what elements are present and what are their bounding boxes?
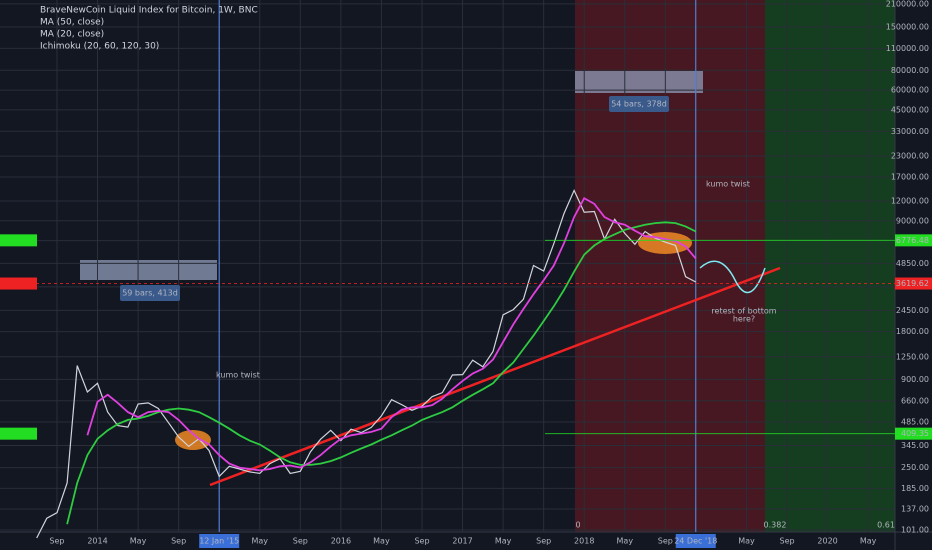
annotation: 0 [575, 521, 580, 530]
series-line [86, 196, 697, 472]
range-box [575, 71, 703, 93]
y-tick-label: 33000.00 [891, 127, 929, 136]
annotation-bg [609, 96, 669, 112]
x-tick-label: May [495, 537, 512, 546]
x-tick-label: 2018 [574, 537, 594, 546]
x-tick-label: 2020 [817, 537, 837, 546]
y-tick-label: 250.00 [901, 463, 929, 472]
annotation: 0.382 [764, 521, 787, 530]
x-tick-label: May [617, 537, 634, 546]
x-tick-label: May [738, 537, 755, 546]
price-label: 6776.48 [896, 236, 929, 245]
x-tick-label: May [251, 537, 268, 546]
x-tick-label: May [130, 537, 147, 546]
price-label: 3619.62 [896, 279, 929, 288]
y-tick-label: 150000.00 [886, 23, 929, 32]
x-tick-label: Sep [536, 537, 551, 546]
x-tick-label: Sep [171, 537, 186, 546]
annotation-bg [120, 285, 180, 301]
annotation: 0.61 [877, 521, 895, 530]
annotation: kumo twist [216, 371, 260, 380]
y-tick-label: 900.00 [901, 375, 929, 384]
y-tick-label: 210000.00 [886, 0, 929, 8]
y-tick-label: 80000.00 [891, 66, 929, 75]
series-line [66, 221, 697, 525]
y-tick-label: 17000.00 [891, 172, 929, 181]
price-label-bg [0, 277, 37, 290]
price-label-bg [895, 277, 932, 290]
x-tick-label: Sep [293, 537, 308, 546]
y-tick-label: 9000.00 [896, 216, 929, 225]
x-tick-label: 24 Dec '18 [674, 537, 717, 546]
x-tick-label: 2017 [452, 537, 472, 546]
y-tick-label: 60000.00 [891, 86, 929, 95]
price-label: 409.35 [901, 429, 929, 438]
x-tick-label: Sep [414, 537, 429, 546]
legend-entry: MA (50, close) [40, 18, 104, 28]
y-tick-label: 485.00 [901, 417, 929, 426]
green-zone [765, 0, 895, 532]
x-tick-label: Sep [779, 537, 794, 546]
price-label-bg [895, 427, 932, 440]
price-label-bg [895, 234, 932, 247]
legend-entry: MA (20, close) [40, 30, 104, 40]
chart-title: BraveNewCoin Liquid Index for Bitcoin, 1… [40, 6, 258, 16]
annotation: here? [733, 315, 755, 324]
price-label-bg [0, 427, 37, 440]
y-tick-label: 101.00 [901, 526, 929, 535]
y-tick-label: 345.00 [901, 441, 929, 450]
y-tick-label: 110000.00 [886, 44, 929, 53]
y-tick-label: 660.00 [901, 396, 929, 405]
projection [699, 260, 766, 294]
y-tick-label: 45000.00 [891, 105, 929, 114]
price-label-bg [0, 234, 37, 247]
x-tick-label: Sep [49, 537, 64, 546]
date-label-bg [675, 534, 716, 548]
y-tick-label: 1800.00 [896, 327, 929, 336]
x-tick-label: 2016 [331, 537, 351, 546]
y-tick-label: 1250.00 [896, 352, 929, 361]
series-line [36, 188, 697, 539]
annotation: 54 bars, 378d [611, 100, 667, 109]
date-label-bg [199, 534, 240, 548]
range-box [80, 260, 217, 280]
y-tick-label: 137.00 [901, 505, 929, 514]
y-tick-label: 185.00 [901, 484, 929, 493]
annotation: retest of bottom [711, 307, 776, 316]
trend-line [209, 266, 781, 487]
legend-entry: Ichimoku (20, 60, 120, 30) [40, 42, 159, 52]
highlight [175, 430, 211, 450]
y-tick-label: 4850.00 [896, 259, 929, 268]
x-tick-label: 2014 [87, 537, 107, 546]
y-tick-label: 12000.00 [891, 196, 929, 205]
annotation: 59 bars, 413d [122, 289, 178, 298]
x-tick-label: Sep [658, 537, 673, 546]
highlight [638, 232, 692, 254]
x-tick-label: 12 Jan '15 [199, 537, 239, 546]
x-tick-label: May [860, 537, 877, 546]
x-tick-label: May [373, 537, 390, 546]
annotation: kumo twist [706, 180, 750, 189]
y-tick-label: 2450.00 [896, 306, 929, 315]
y-tick-label: 23000.00 [891, 152, 929, 161]
